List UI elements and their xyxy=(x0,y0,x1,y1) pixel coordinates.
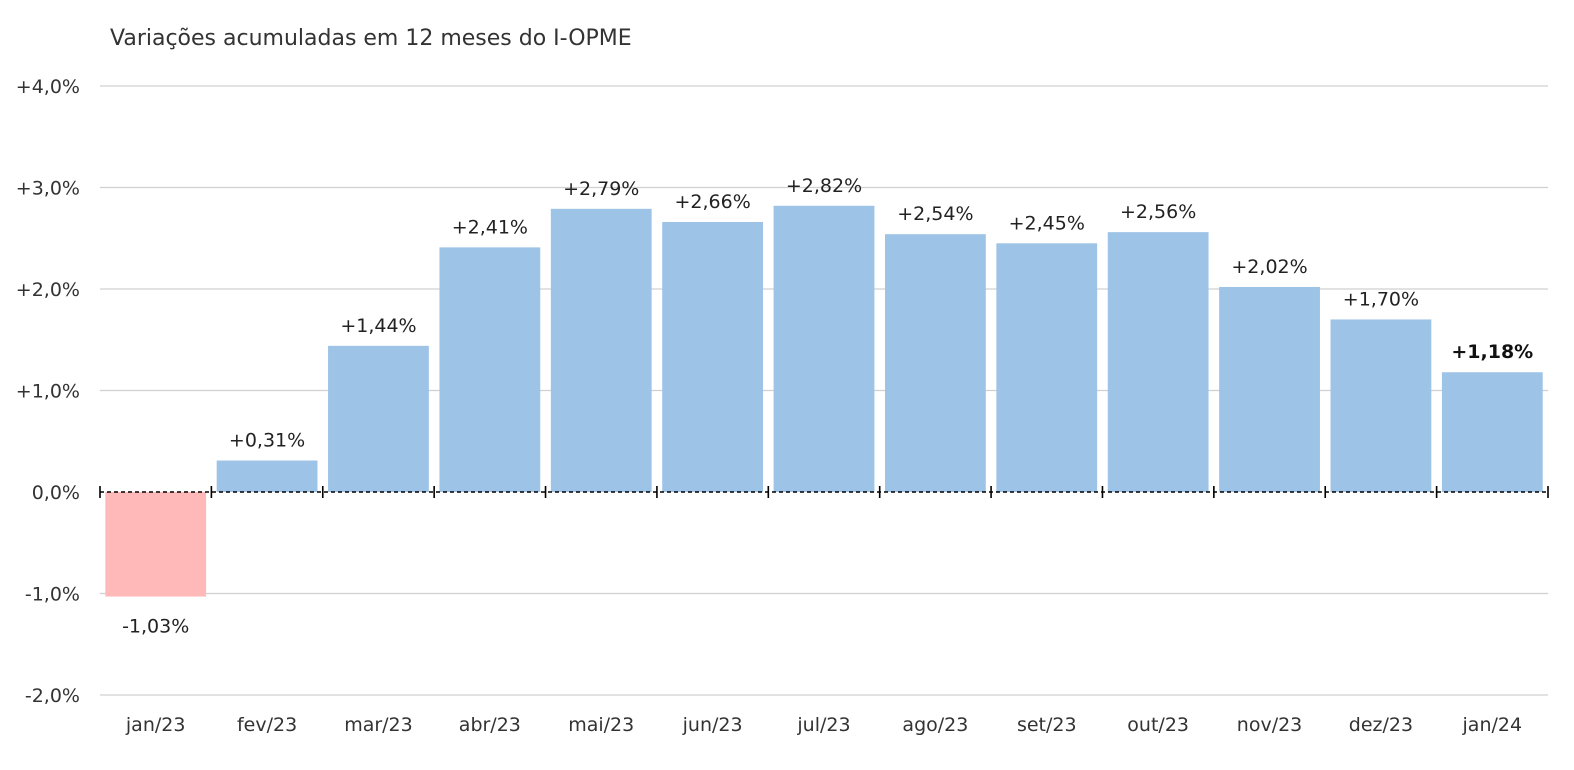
x-tick-label: abr/23 xyxy=(459,714,521,736)
data-label: +0,31% xyxy=(229,430,305,452)
x-axis xyxy=(99,486,1549,498)
bar xyxy=(1330,319,1432,492)
x-tick-label: jun/23 xyxy=(682,714,743,736)
y-tick-label: +3,0% xyxy=(16,178,80,200)
bar xyxy=(328,345,429,492)
x-tick-label: dez/23 xyxy=(1349,714,1413,736)
data-label: +2,41% xyxy=(452,216,528,238)
x-tick-label: out/23 xyxy=(1127,714,1189,736)
bar xyxy=(996,243,1098,492)
bar xyxy=(662,222,764,492)
data-label: +2,56% xyxy=(1120,201,1196,223)
y-tick-label: -2,0% xyxy=(25,685,80,707)
bar xyxy=(1107,232,1209,492)
x-tick-label: fev/23 xyxy=(237,714,297,736)
x-tick-label: set/23 xyxy=(1017,714,1077,736)
bar xyxy=(105,492,207,597)
bar xyxy=(1441,372,1543,492)
data-label: +2,02% xyxy=(1231,256,1307,278)
bar xyxy=(1219,286,1320,492)
x-tick-label: jan/24 xyxy=(1462,714,1523,736)
x-tick-label: ago/23 xyxy=(902,714,968,736)
data-label: +1,70% xyxy=(1343,288,1419,310)
bars xyxy=(105,205,1543,597)
data-label: +1,44% xyxy=(340,315,416,337)
x-tick-label: jul/23 xyxy=(796,714,850,736)
data-label: +2,45% xyxy=(1009,212,1085,234)
y-tick-label: +1,0% xyxy=(16,381,80,403)
data-label: +1,18% xyxy=(1451,341,1533,363)
data-label: +2,82% xyxy=(786,175,862,197)
data-label: +2,54% xyxy=(897,203,973,225)
bar xyxy=(773,205,875,492)
data-label: -1,03% xyxy=(122,616,189,638)
y-tick-label: +2,0% xyxy=(16,279,80,301)
y-axis-labels: +4,0% +3,0% +2,0% +1,0% 0,0% -1,0% -2,0% xyxy=(16,76,80,707)
bar xyxy=(216,460,318,492)
chart-title: Variações acumuladas em 12 meses do I-OP… xyxy=(110,26,632,51)
x-tick-label: mai/23 xyxy=(568,714,634,736)
data-labels: -1,03% +0,31% +1,44% +2,41% +2,79% +2,66% +2,8… xyxy=(122,175,1533,638)
bar xyxy=(439,247,541,492)
y-tick-label: 0,0% xyxy=(32,482,80,504)
data-label: +2,66% xyxy=(674,191,750,213)
x-axis-labels: jan/23 fev/23 mar/23 abr/23 mai/23 jun/23 jul/… xyxy=(125,714,1522,736)
bar xyxy=(884,234,986,492)
x-tick-label: mar/23 xyxy=(344,714,413,736)
x-tick-label: jan/23 xyxy=(125,714,186,736)
x-tick-label: nov/23 xyxy=(1237,714,1303,736)
data-label: +2,79% xyxy=(563,178,639,200)
bar xyxy=(550,208,652,492)
y-tick-label: -1,0% xyxy=(25,584,80,606)
y-tick-label: +4,0% xyxy=(16,76,80,98)
